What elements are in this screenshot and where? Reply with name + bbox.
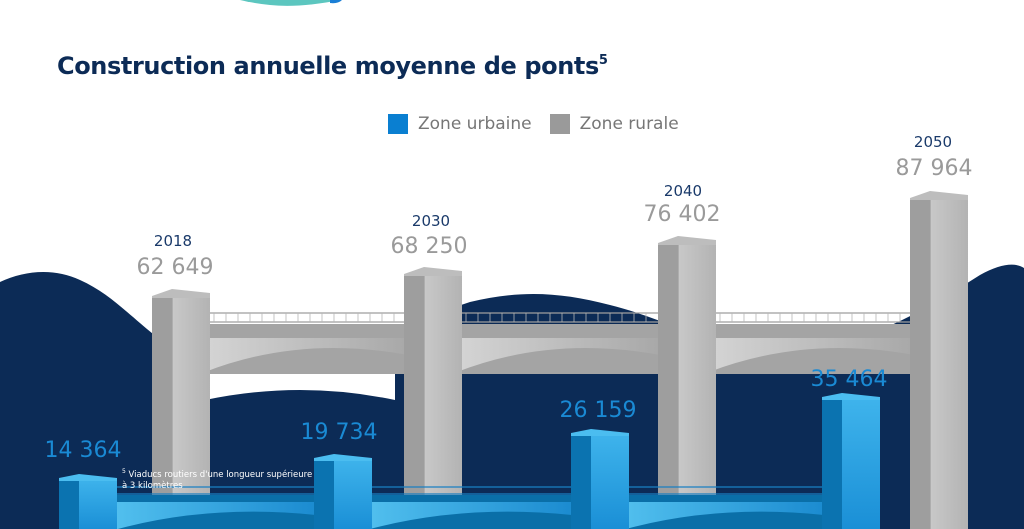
- urban-bar-2040: [571, 429, 629, 529]
- legend-swatch-urban: [388, 114, 408, 134]
- gray-bridge-span-2: [432, 324, 660, 374]
- urban-value-2030: 19 734: [300, 420, 378, 445]
- year-label-2030: 2030: [411, 212, 451, 230]
- urban-value-2018: 14 364: [44, 438, 122, 463]
- decorative-circle-fragment: [240, 0, 340, 6]
- rural-value-2050: 87 964: [895, 156, 973, 181]
- gray-bridge-span-1: [180, 324, 408, 374]
- blue-bridge-railing: [92, 486, 860, 495]
- year-label-2050: 2050: [913, 133, 953, 151]
- urban-bar-2018: [59, 474, 117, 529]
- legend-item-urban: Zone urbaine: [388, 114, 532, 134]
- gray-bridge-railing: [178, 312, 910, 323]
- rural-bar-2018: [152, 289, 210, 529]
- rural-bar-2050: [910, 191, 968, 529]
- chart-legend: Zone urbaine Zone rurale: [388, 114, 679, 134]
- rural-bar-2040: [658, 236, 716, 529]
- legend-swatch-rural: [549, 114, 570, 134]
- rural-value-2030: 68 250: [390, 234, 468, 259]
- rural-value-2040: 76 402: [643, 202, 721, 227]
- chart-title: Construction annuelle moyenne de ponts5: [57, 52, 608, 80]
- legend-label-rural: Zone rurale: [579, 114, 679, 134]
- urban-bar-2030: [314, 454, 372, 529]
- year-label-2040: 2040: [663, 182, 703, 200]
- urban-value-2040: 26 159: [559, 398, 637, 423]
- gray-bridge-span-3: [684, 324, 914, 374]
- legend-label-urban: Zone urbaine: [418, 114, 532, 134]
- year-label-2018: 2018: [153, 232, 193, 250]
- footnote: 5 Viaducs routiers d'une longueur supéri…: [122, 468, 313, 491]
- blue-bridge-span-1: [94, 495, 316, 529]
- navy-wave-background: [0, 264, 1024, 529]
- legend-item-rural: Zone rurale: [549, 114, 679, 134]
- blue-bridge-span-3: [602, 495, 824, 529]
- blue-bridge-span-2: [346, 495, 572, 529]
- urban-bar-2050: [822, 393, 880, 529]
- rural-bar-2030: [404, 267, 462, 529]
- urban-value-2050: 35 464: [810, 367, 888, 392]
- rural-value-2018: 62 649: [136, 255, 214, 280]
